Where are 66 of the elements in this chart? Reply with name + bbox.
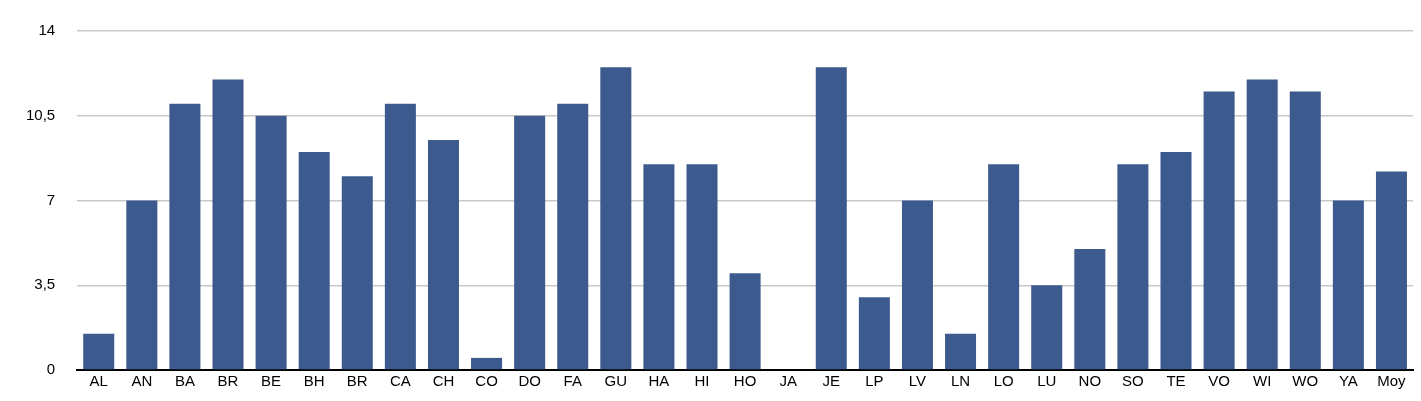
x-tick-label: GU: [604, 372, 628, 390]
bar: [83, 333, 115, 370]
x-tick-label: VO: [1208, 372, 1230, 390]
bar: [514, 115, 546, 370]
bar: [384, 103, 416, 370]
x-tick-label: BH: [303, 372, 325, 390]
y-tick-label: 3,5: [34, 275, 56, 293]
x-tick-label: CA: [389, 372, 411, 390]
bar: [298, 152, 330, 370]
x-tick-label: LU: [1037, 372, 1057, 390]
x-tick-label: BR: [346, 372, 368, 390]
bar: [169, 103, 201, 370]
x-tick-label: HO: [733, 372, 757, 390]
x-tick-label: DO: [518, 372, 541, 390]
x-tick-label: BE: [261, 372, 282, 390]
x-tick-label: AL: [89, 372, 108, 390]
x-tick-label: CO: [475, 372, 498, 390]
x-tick-label: FA: [563, 372, 582, 390]
bar: [815, 67, 847, 370]
x-tick-label: JA: [779, 372, 797, 390]
bar: [901, 200, 933, 370]
bar: [729, 273, 761, 370]
x-tick-label: NO: [1078, 372, 1102, 390]
bar: [212, 79, 244, 370]
bar: [1117, 164, 1149, 370]
x-tick-label: LP: [865, 372, 884, 390]
bar: [126, 200, 158, 370]
x-tick-label: HA: [648, 372, 670, 390]
bar: [471, 357, 503, 370]
bar: [1332, 200, 1364, 370]
x-tick-label: LN: [950, 372, 971, 390]
y-tick-label: 10,5: [25, 105, 56, 123]
x-tick-label: CH: [432, 372, 455, 390]
x-tick-label: JE: [822, 372, 841, 390]
x-tick-label: SO: [1122, 372, 1144, 390]
x-tick-label: BA: [174, 372, 195, 390]
bar: [600, 67, 632, 370]
y-tick-label: 0: [46, 360, 56, 378]
bar: [858, 297, 890, 370]
bar: [1074, 248, 1106, 370]
y-tick-label: 7: [46, 190, 56, 208]
x-tick-label: LV: [908, 372, 927, 390]
bar: [557, 103, 589, 370]
bar: [988, 164, 1020, 370]
bar: [427, 139, 459, 370]
bar: [1031, 285, 1063, 370]
bar: [1289, 91, 1321, 370]
bar: [1160, 152, 1192, 370]
x-tick-label: WO: [1292, 372, 1319, 390]
x-tick-label: LO: [993, 372, 1014, 390]
bar: [1375, 171, 1407, 370]
x-tick-label: YA: [1338, 372, 1358, 390]
y-tick-label: 14: [38, 21, 56, 39]
bar: [1203, 91, 1235, 370]
x-tick-label: AN: [131, 372, 153, 390]
x-tick-label: BR: [217, 372, 239, 390]
bar: [1246, 79, 1278, 370]
x-tick-label: HI: [694, 372, 710, 390]
bar: [255, 115, 287, 370]
x-tick-label: TE: [1166, 372, 1186, 390]
bar: [686, 164, 718, 370]
x-tick-label: WI: [1253, 372, 1272, 390]
bar: [341, 176, 373, 370]
bar: [643, 164, 675, 370]
bar: [945, 333, 977, 370]
x-tick-label: Moy: [1377, 372, 1407, 390]
